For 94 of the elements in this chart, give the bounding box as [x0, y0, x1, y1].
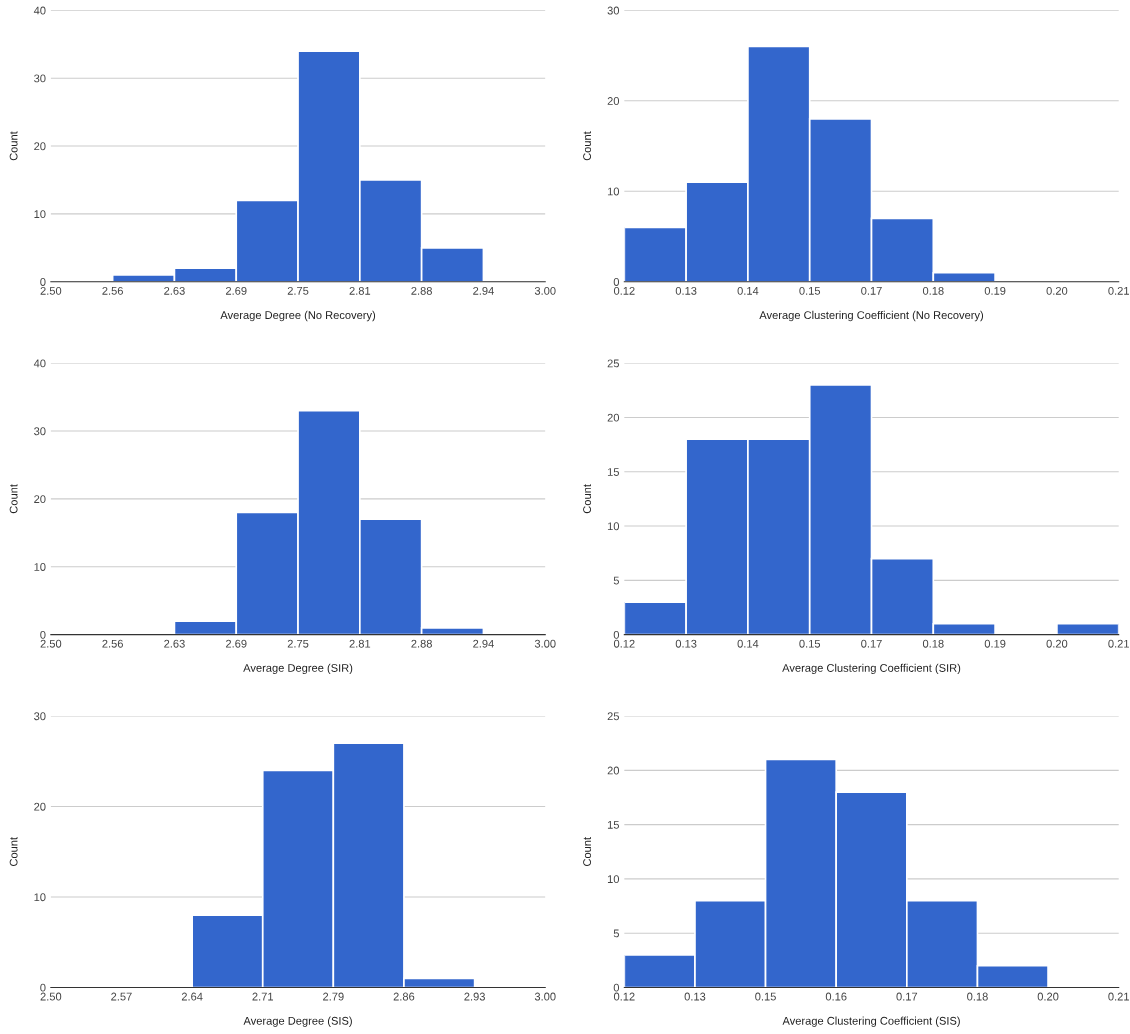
y-tick-label: 30 [34, 712, 46, 721]
x-tick-label: 2.69 [225, 639, 247, 648]
x-tick-label: 2.86 [393, 992, 415, 1001]
y-axis-title: Count [583, 131, 592, 161]
x-axis-title: Average Clustering Coefficient (SIR) [782, 663, 961, 675]
y-axis-title: Count [583, 837, 592, 867]
x-tick-label: 2.56 [102, 639, 123, 648]
x-tick-label: 0.17 [861, 639, 882, 648]
x-axis-title: Average Degree (SIR) [243, 663, 353, 675]
y-axis-title: Count [9, 131, 18, 161]
x-tick-label: 0.18 [967, 992, 988, 1001]
x-tick-label: 0.13 [675, 639, 697, 648]
x-tick-label: 0.16 [825, 992, 847, 1001]
x-tick-label: 0.15 [799, 639, 821, 648]
y-tick-label: 20 [607, 766, 620, 775]
x-tick-label: 2.71 [252, 992, 274, 1001]
y-tick-label: 10 [607, 875, 620, 884]
y-tick-label: 30 [607, 6, 620, 15]
y-axis-title: Count [9, 837, 18, 867]
x-tick-label: 0.15 [799, 286, 821, 295]
x-tick-label: 3.00 [534, 286, 556, 295]
y-tick-label: 0 [613, 983, 620, 992]
y-tick-label: 0 [613, 278, 620, 286]
y-tick-label: 40 [33, 6, 46, 15]
x-tick-label: 2.79 [323, 992, 344, 1001]
x-tick-label: 3.00 [534, 992, 556, 1001]
x-tick-label: 2.88 [411, 286, 432, 295]
x-tick-label: 0.18 [922, 639, 944, 648]
y-tick-label: 25 [607, 712, 619, 721]
y-tick-label: 30 [34, 74, 46, 83]
y-tick-label: 20 [34, 802, 46, 811]
y-tick-label: 20 [34, 495, 46, 504]
x-tick-label: 2.56 [102, 286, 123, 295]
y-tick-label: 5 [613, 576, 619, 585]
x-tick-label: 0.13 [675, 286, 697, 295]
y-axis-title: Count [9, 484, 18, 514]
x-tick-label: 0.14 [737, 286, 759, 295]
y-tick-label: 15 [607, 821, 619, 829]
x-tick-label: 0.17 [861, 286, 882, 295]
y-tick-label: 0 [40, 278, 46, 286]
y-tick-label: 20 [34, 142, 46, 151]
x-tick-label: 2.94 [473, 639, 494, 648]
x-tick-label: 0.19 [984, 286, 1006, 295]
x-tick-label: 3.00 [534, 639, 556, 648]
x-tick-label: 2.93 [464, 992, 485, 1001]
x-axis-title: Average Degree (No Recovery) [220, 310, 376, 322]
y-tick-label: 0 [40, 630, 46, 639]
x-tick-label: 0.12 [613, 639, 635, 648]
x-tick-label: 2.50 [40, 639, 62, 648]
x-tick-label: 0.14 [737, 639, 759, 648]
x-tick-label: 0.21 [1108, 639, 1129, 648]
y-tick-label: 0 [613, 630, 620, 639]
y-tick-label: 20 [607, 97, 620, 105]
x-tick-label: 0.15 [755, 992, 776, 1001]
y-tick-label: 0 [40, 983, 46, 992]
x-tick-label: 2.63 [164, 639, 185, 648]
y-axis-title: Count [583, 484, 592, 514]
x-tick-label: 0.18 [922, 286, 944, 295]
y-tick-label: 10 [607, 522, 620, 531]
x-axis-title: Average Clustering Coefficient (SIS) [782, 1016, 960, 1027]
y-tick-label: 10 [607, 187, 620, 196]
y-tick-label: 5 [613, 929, 619, 938]
x-tick-label: 0.20 [1037, 992, 1059, 1001]
x-tick-label: 2.50 [40, 992, 62, 1001]
x-tick-label: 2.88 [411, 639, 432, 648]
y-tick-label: 25 [607, 359, 619, 368]
y-tick-label: 40 [33, 359, 46, 368]
y-tick-label: 15 [607, 468, 619, 476]
x-tick-label: 2.94 [473, 286, 494, 295]
y-tick-label: 30 [34, 427, 46, 436]
x-tick-label: 0.21 [1108, 992, 1129, 1001]
x-tick-label: 2.75 [287, 286, 309, 295]
y-tick-label: 10 [34, 563, 46, 571]
x-axis-title: Average Clustering Coefficient (No Recovery) [759, 310, 984, 322]
x-axis-title: Average Degree (SIS) [243, 1016, 352, 1027]
x-tick-label: 2.57 [111, 992, 132, 1001]
x-tick-label: 2.50 [40, 286, 62, 295]
x-tick-label: 0.20 [1046, 639, 1068, 648]
x-tick-label: 2.63 [164, 286, 185, 295]
x-tick-label: 0.17 [896, 992, 918, 1001]
x-tick-label: 0.20 [1046, 286, 1068, 295]
x-tick-label: 0.12 [613, 992, 635, 1001]
x-tick-label: 2.81 [349, 639, 371, 648]
x-tick-label: 2.75 [287, 639, 309, 648]
x-tick-label: 0.13 [684, 992, 706, 1001]
x-tick-label: 0.19 [984, 639, 1006, 648]
x-tick-label: 2.64 [181, 992, 203, 1001]
x-tick-label: 2.69 [225, 286, 247, 295]
x-tick-label: 2.81 [349, 286, 371, 295]
x-tick-label: 0.21 [1108, 286, 1129, 295]
y-tick-label: 10 [34, 893, 46, 902]
x-tick-label: 0.12 [613, 286, 635, 295]
y-tick-label: 20 [607, 413, 620, 422]
y-tick-label: 10 [34, 210, 46, 219]
